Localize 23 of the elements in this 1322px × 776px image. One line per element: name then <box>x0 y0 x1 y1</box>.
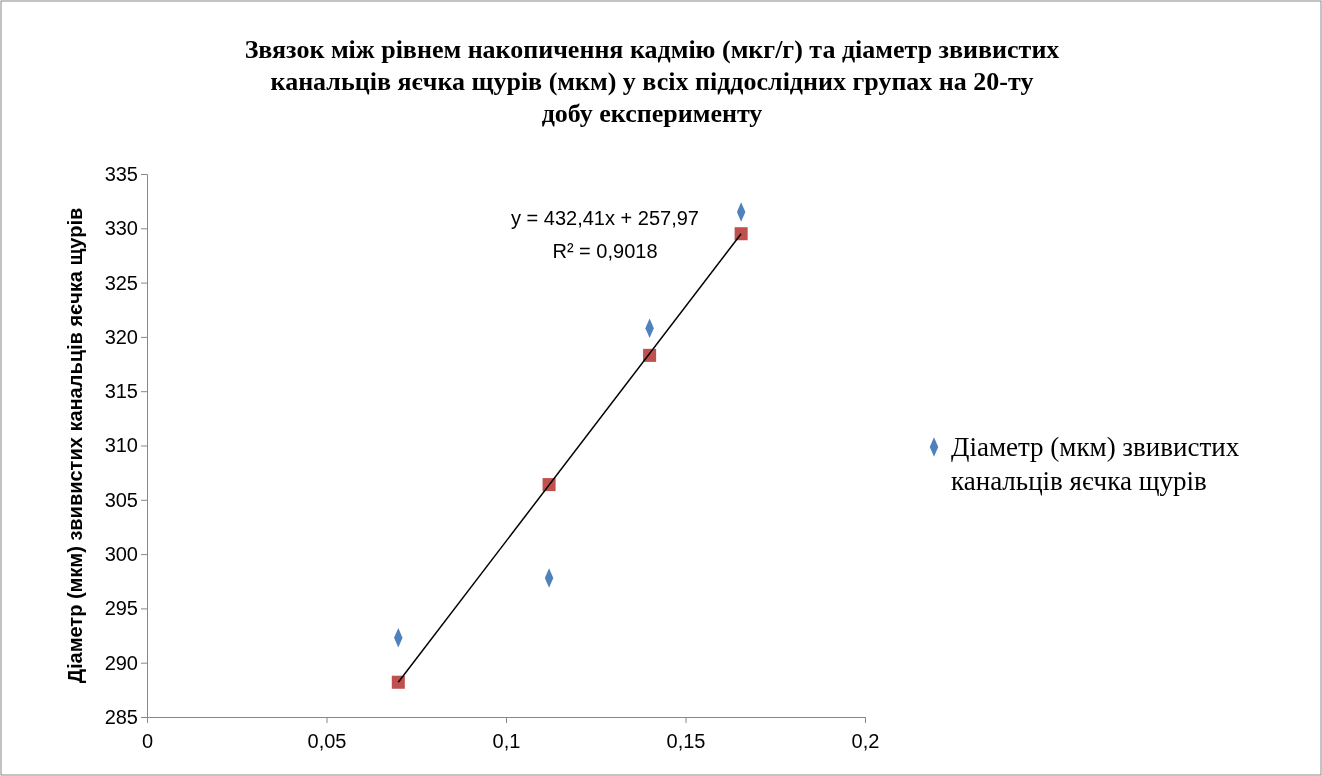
point <box>391 675 405 689</box>
y-tick-label: 310 <box>104 434 138 457</box>
y-tick-label: 325 <box>104 271 138 294</box>
point <box>734 227 748 241</box>
y-tick-label: 315 <box>104 380 138 403</box>
y-tick-label: 330 <box>104 217 138 240</box>
y-tick-label: 305 <box>104 488 138 511</box>
x-tick-label: 0,2 <box>851 730 880 752</box>
legend-label: Діаметр (мкм) звивистих канальців яєчка щурів <box>951 432 1240 497</box>
y-tick-label: 290 <box>104 651 138 674</box>
x-tick-label: 0,1 <box>492 730 521 752</box>
chart-title: Звязок між рівнем накопичення кадмію (мкг/г) та діаметр звивистих канальців яєчка щурів (мкм) у всіх піддослідних групах на 20-ту добу експерименту <box>244 35 1060 128</box>
annotation: R² = 0,9018 <box>552 240 658 262</box>
y-tick-label: 335 <box>104 162 138 185</box>
y-tick-label: 285 <box>104 705 138 728</box>
annotation: y = 432,41x + 257,97 <box>511 207 699 229</box>
y-tick-label: 300 <box>104 543 138 565</box>
y-tick-label: 320 <box>104 325 138 348</box>
y-axis-title: Діаметр (мкм) звивистих канальців яєчка щурів <box>64 207 86 684</box>
y-tick-label: 295 <box>104 597 138 620</box>
x-tick-label: 0 <box>141 730 154 752</box>
x-tick-label: 0,05 <box>307 730 347 752</box>
x-tick-label: 0,15 <box>666 730 706 752</box>
